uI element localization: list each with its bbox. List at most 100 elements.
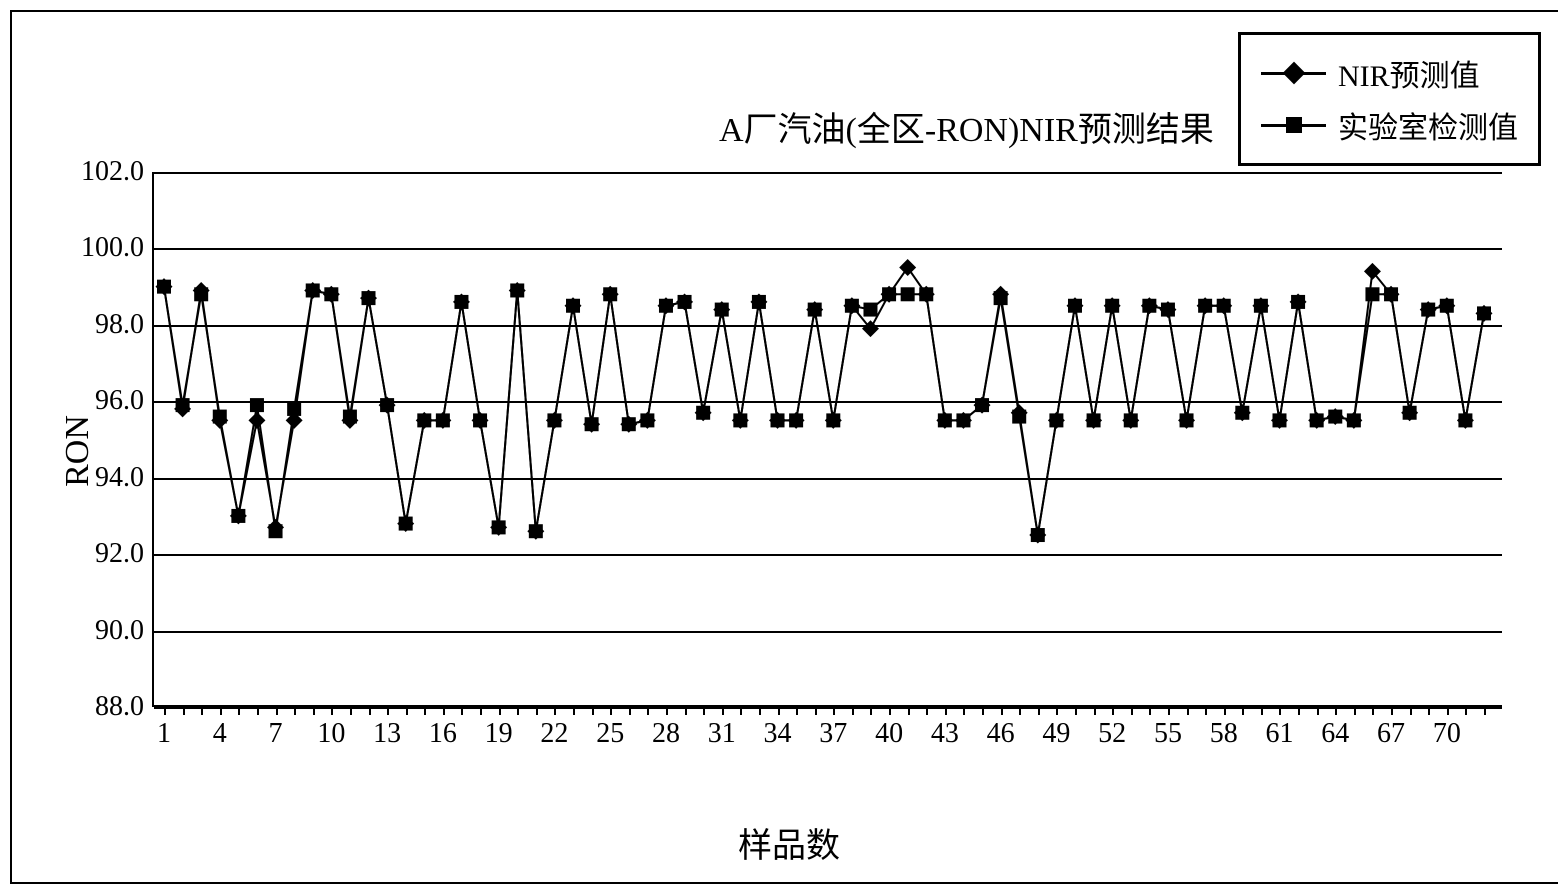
marker-square-icon	[1087, 413, 1101, 427]
y-tick-label: 88.0	[95, 691, 154, 723]
x-tick	[592, 705, 594, 715]
x-tick	[1242, 705, 1244, 715]
marker-square-icon	[1049, 413, 1063, 427]
marker-square-icon	[1421, 303, 1435, 317]
x-tick	[1131, 705, 1133, 715]
x-tick	[424, 705, 426, 715]
gridline	[154, 478, 1502, 480]
marker-diamond-icon	[248, 412, 265, 429]
y-tick-label: 90.0	[95, 615, 154, 647]
x-tick-label: 67	[1377, 718, 1405, 750]
marker-square-icon	[1365, 287, 1379, 301]
legend-line-diamond-icon	[1261, 72, 1326, 75]
marker-square-icon	[975, 398, 989, 412]
x-tick-label: 52	[1098, 718, 1126, 750]
marker-square-icon	[194, 287, 208, 301]
x-tick-label: 13	[373, 718, 401, 750]
gridline	[154, 401, 1502, 403]
marker-square-icon	[585, 417, 599, 431]
plot-area: 88.090.092.094.096.098.0100.0102.0147101…	[152, 172, 1502, 707]
x-tick-label: 10	[317, 718, 345, 750]
marker-square-icon	[938, 413, 952, 427]
x-tick	[536, 705, 538, 715]
marker-square-icon	[1384, 287, 1398, 301]
marker-square-icon	[1347, 413, 1361, 427]
marker-square-icon	[436, 413, 450, 427]
marker-square-icon	[752, 295, 766, 309]
x-tick	[1261, 705, 1263, 715]
x-tick	[1224, 705, 1226, 715]
x-tick	[1354, 705, 1356, 715]
marker-square-icon	[492, 520, 506, 534]
x-tick	[257, 705, 259, 715]
x-tick	[443, 705, 445, 715]
marker-square-icon	[994, 291, 1008, 305]
marker-square-icon	[1403, 406, 1417, 420]
x-tick	[647, 705, 649, 715]
x-tick	[889, 705, 891, 715]
marker-square-icon	[1012, 410, 1026, 424]
marker-square-icon	[1310, 413, 1324, 427]
marker-square-icon	[1161, 303, 1175, 317]
gridline	[154, 631, 1502, 633]
marker-square-icon	[1031, 528, 1045, 542]
y-tick-label: 94.0	[95, 462, 154, 494]
x-tick	[852, 705, 854, 715]
marker-square-icon	[1068, 299, 1082, 313]
y-tick-label: 98.0	[95, 309, 154, 341]
plot-svg	[154, 172, 1504, 707]
marker-square-icon	[176, 398, 190, 412]
x-tick	[164, 705, 166, 715]
x-tick-label: 22	[540, 718, 568, 750]
x-tick	[1168, 705, 1170, 715]
marker-square-icon	[473, 413, 487, 427]
x-tick	[517, 705, 519, 715]
marker-square-icon	[547, 413, 561, 427]
x-tick	[870, 705, 872, 715]
x-tick	[1112, 705, 1114, 715]
marker-square-icon	[529, 524, 543, 538]
x-tick	[461, 705, 463, 715]
marker-square-icon	[454, 295, 468, 309]
x-tick	[945, 705, 947, 715]
x-tick	[1372, 705, 1374, 715]
marker-square-icon	[510, 283, 524, 297]
marker-square-icon	[845, 299, 859, 313]
x-tick	[610, 705, 612, 715]
gridline	[154, 554, 1502, 556]
marker-square-icon	[362, 291, 376, 305]
x-tick	[1410, 705, 1412, 715]
x-tick	[666, 705, 668, 715]
x-tick-label: 37	[819, 718, 847, 750]
x-tick	[201, 705, 203, 715]
chart-title: A厂汽油(全区-RON)NIR预测结果	[719, 102, 1214, 151]
x-tick	[1187, 705, 1189, 715]
x-tick-label: 1	[157, 718, 171, 750]
x-tick	[369, 705, 371, 715]
x-tick	[722, 705, 724, 715]
marker-square-icon	[269, 524, 283, 538]
x-tick	[350, 705, 352, 715]
x-tick	[759, 705, 761, 715]
x-tick	[796, 705, 798, 715]
x-tick	[313, 705, 315, 715]
x-tick	[1484, 705, 1486, 715]
marker-square-icon	[1254, 299, 1268, 313]
x-tick	[406, 705, 408, 715]
gridline	[154, 325, 1502, 327]
x-tick-label: 61	[1265, 718, 1293, 750]
marker-square-icon	[250, 398, 264, 412]
x-tick	[554, 705, 556, 715]
y-tick-label: 92.0	[95, 538, 154, 570]
x-tick-label: 31	[708, 718, 736, 750]
x-tick	[629, 705, 631, 715]
x-tick	[833, 705, 835, 715]
x-tick	[1391, 705, 1393, 715]
marker-square-icon	[566, 299, 580, 313]
marker-square-icon	[882, 287, 896, 301]
x-tick-label: 16	[429, 718, 457, 750]
x-tick	[1205, 705, 1207, 715]
marker-square-icon	[417, 413, 431, 427]
marker-square-icon	[919, 287, 933, 301]
legend-label-lab: 实验室检测值	[1338, 103, 1518, 147]
